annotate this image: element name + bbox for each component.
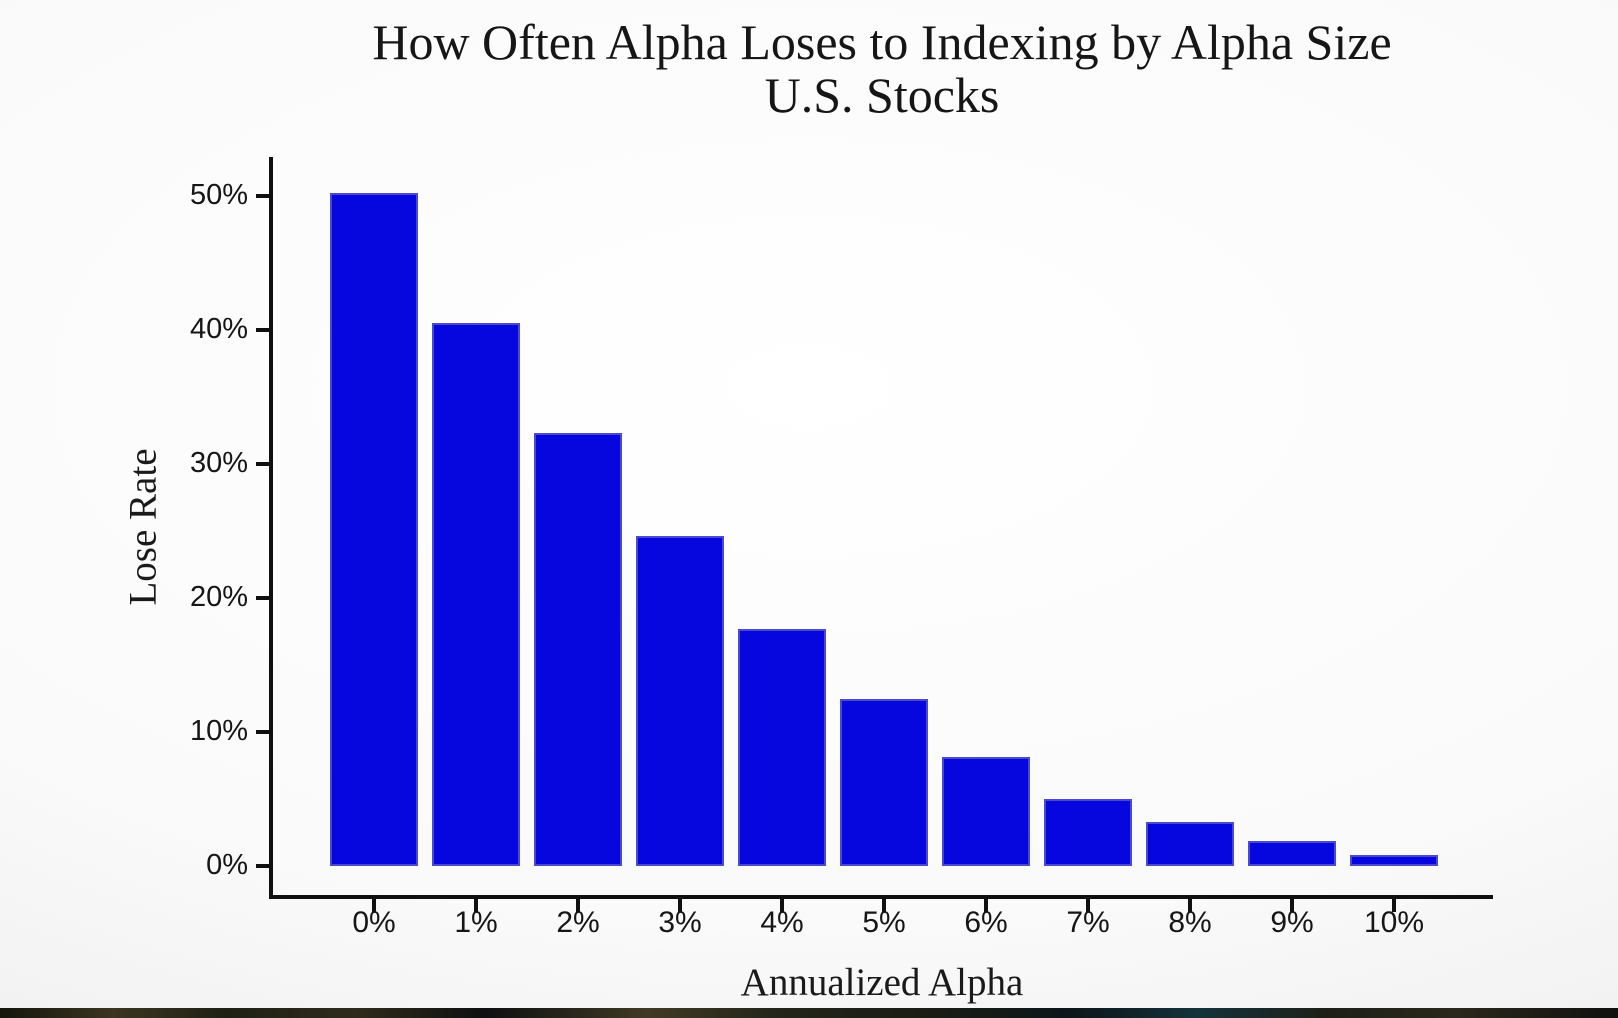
- y-tick-label: 0%: [206, 849, 248, 881]
- x-tick-label: 9%: [1270, 906, 1314, 939]
- y-tick-label: 20%: [189, 581, 248, 613]
- bar-4%: [738, 628, 826, 866]
- y-tick-mark: [256, 462, 271, 466]
- x-tick-label: 3%: [658, 906, 702, 939]
- bar-5%: [840, 698, 928, 866]
- x-tick-mark: [984, 899, 988, 912]
- x-tick-mark: [372, 899, 376, 912]
- bar-2%: [534, 433, 622, 866]
- y-tick-label: 40%: [189, 313, 248, 345]
- x-tick-mark: [474, 899, 478, 912]
- x-axis-line: [269, 895, 1493, 899]
- bar-7%: [1044, 799, 1132, 866]
- x-tick-mark: [882, 899, 886, 912]
- bar-0%: [330, 193, 418, 866]
- x-tick-label: 5%: [862, 906, 906, 939]
- y-tick-label: 30%: [189, 447, 248, 479]
- x-tick-label: 0%: [352, 906, 396, 939]
- x-tick-label: 7%: [1066, 906, 1110, 939]
- x-axis-label: Annualized Alpha: [740, 961, 1024, 1004]
- x-tick-label: 6%: [964, 906, 1008, 939]
- x-tick-mark: [1392, 899, 1396, 912]
- x-tick-mark: [576, 899, 580, 912]
- y-axis-line: [269, 157, 273, 899]
- x-tick-label: 1%: [454, 906, 498, 939]
- x-tick-label: 4%: [760, 906, 804, 939]
- x-tick-mark: [1290, 899, 1294, 912]
- x-tick-label: 8%: [1168, 906, 1212, 939]
- bar-6%: [942, 757, 1030, 866]
- y-tick-label: 50%: [189, 179, 248, 211]
- x-tick-mark: [780, 899, 784, 912]
- chart-title-line1: How Often Alpha Loses to Indexing by Alp…: [372, 14, 1392, 70]
- bar-3%: [636, 536, 724, 866]
- x-tick-label: 2%: [556, 906, 600, 939]
- bar-10%: [1350, 855, 1438, 866]
- y-tick-label: 10%: [189, 715, 248, 747]
- y-tick-mark: [256, 864, 271, 868]
- y-tick-mark: [256, 194, 271, 198]
- video-background-strip: [0, 1008, 1618, 1018]
- x-tick-mark: [1086, 899, 1090, 912]
- bar-1%: [432, 323, 520, 866]
- x-tick-mark: [678, 899, 682, 912]
- y-tick-mark: [256, 730, 271, 734]
- chart-title: How Often Alpha Loses to Indexing by Alp…: [271, 16, 1493, 122]
- y-tick-mark: [256, 596, 271, 600]
- x-tick-mark: [1188, 899, 1192, 912]
- bar-8%: [1146, 821, 1234, 866]
- x-tick-label: 10%: [1363, 906, 1425, 939]
- bar-9%: [1248, 840, 1336, 866]
- y-tick-mark: [256, 328, 271, 332]
- chart-title-line2: U.S. Stocks: [764, 67, 1000, 123]
